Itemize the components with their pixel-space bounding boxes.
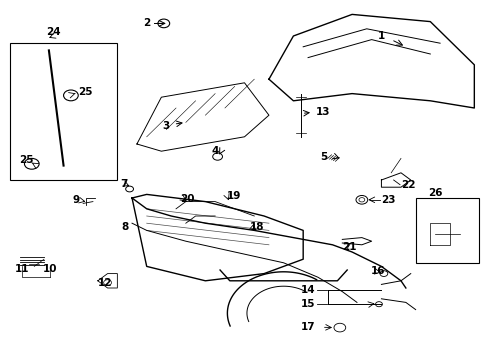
Text: 11: 11 xyxy=(15,264,29,274)
Text: 12: 12 xyxy=(98,278,112,288)
Text: 25: 25 xyxy=(78,87,93,97)
Text: 16: 16 xyxy=(370,266,385,276)
Bar xyxy=(415,198,478,263)
Text: 9: 9 xyxy=(72,195,79,205)
Text: 22: 22 xyxy=(400,180,415,190)
Text: 14: 14 xyxy=(300,285,315,295)
Text: 3: 3 xyxy=(163,121,169,131)
Text: 7: 7 xyxy=(120,179,127,189)
Text: 18: 18 xyxy=(249,222,264,232)
Text: 24: 24 xyxy=(46,27,61,37)
Text: 13: 13 xyxy=(315,107,329,117)
Text: 4: 4 xyxy=(211,146,219,156)
Text: 26: 26 xyxy=(427,188,442,198)
Text: 25: 25 xyxy=(20,155,34,165)
Text: 15: 15 xyxy=(300,299,315,309)
Text: 5: 5 xyxy=(320,152,327,162)
Text: 2: 2 xyxy=(143,18,150,28)
Text: 21: 21 xyxy=(342,242,356,252)
Text: 1: 1 xyxy=(377,31,384,41)
Text: 17: 17 xyxy=(300,322,315,332)
Text: 10: 10 xyxy=(42,264,57,274)
Text: 8: 8 xyxy=(121,222,128,232)
Text: 19: 19 xyxy=(226,191,240,201)
Text: 23: 23 xyxy=(381,195,395,205)
Text: 20: 20 xyxy=(180,194,194,204)
Bar xyxy=(10,43,117,180)
